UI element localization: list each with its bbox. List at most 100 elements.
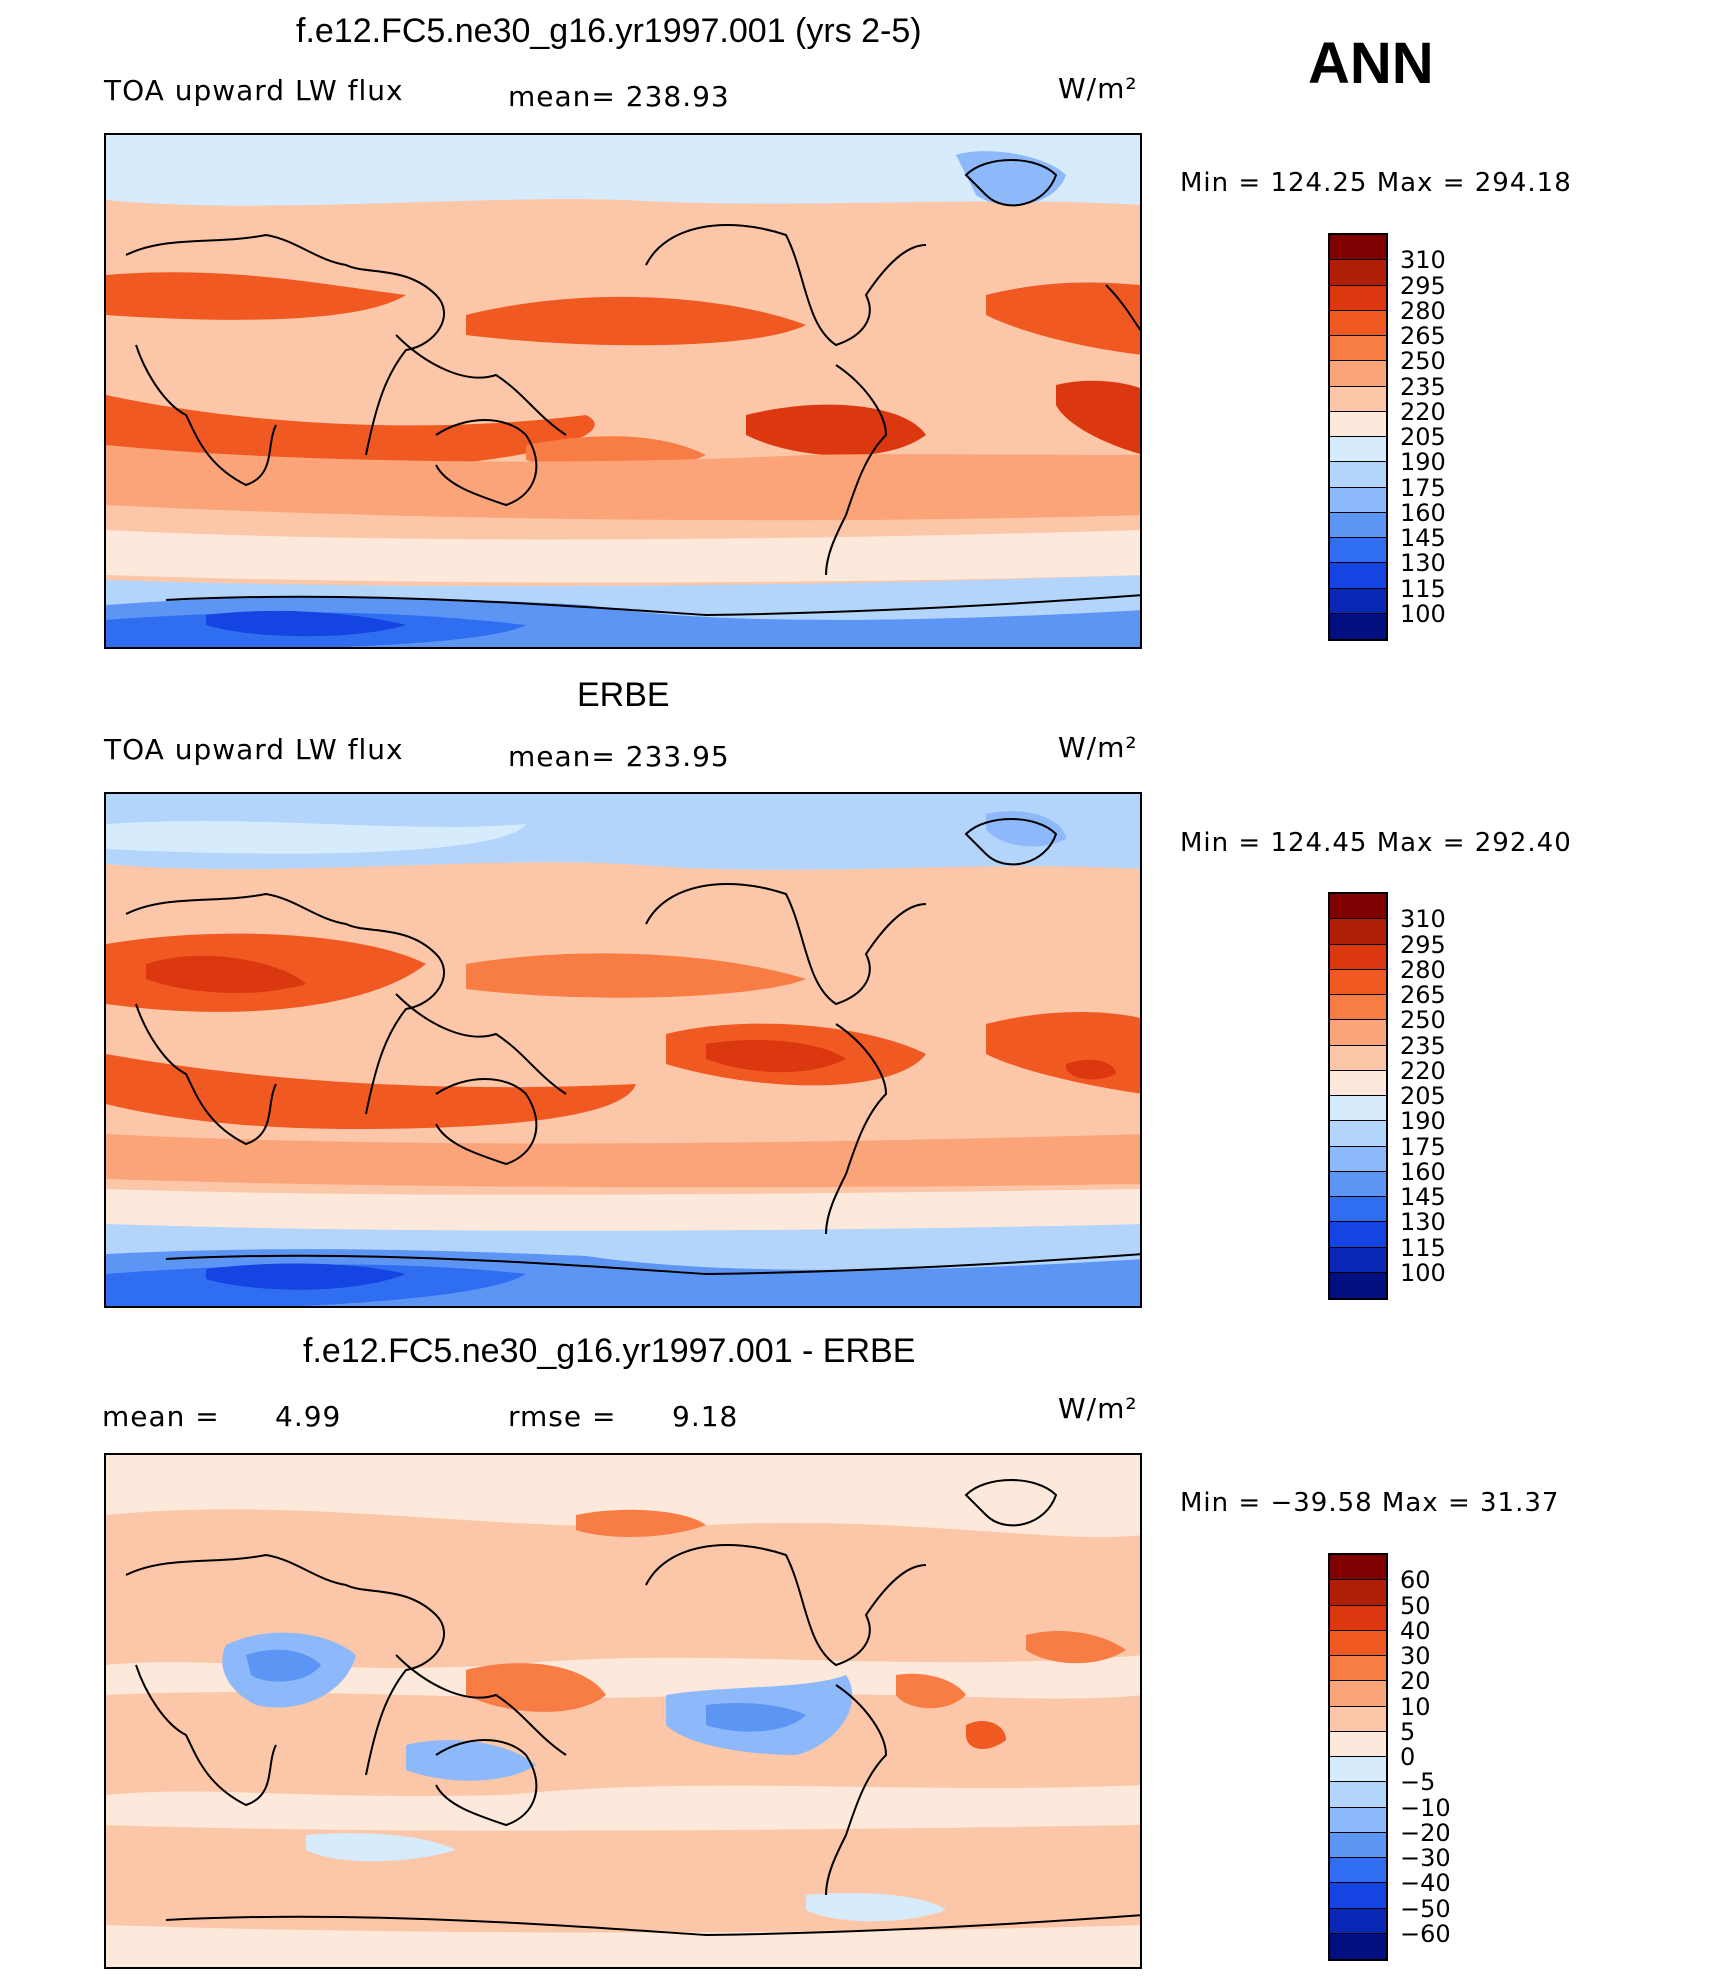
colorbar-swatch <box>1330 1605 1386 1631</box>
colorbar-tick-label: 5 <box>1400 1717 1416 1746</box>
colorbar-swatch <box>1330 613 1386 639</box>
colorbar-tick-label: 0 <box>1400 1743 1416 1771</box>
colorbar-swatch <box>1330 1020 1386 1046</box>
colorbar-tick-label: 265 <box>1400 322 1446 350</box>
colorbar-tick-label: 160 <box>1400 498 1446 527</box>
colorbar-tick-label: 310 <box>1400 905 1446 934</box>
panel1-minmax: Min = 124.25 Max = 294.18 <box>1180 168 1572 198</box>
colorbar-swatch <box>1330 969 1386 995</box>
colorbar-swatch <box>1330 944 1386 970</box>
colorbar-tick-label: 20 <box>1400 1667 1431 1696</box>
panel2-variable: TOA upward LW flux <box>104 733 404 766</box>
colorbar-swatch <box>1330 437 1386 463</box>
panel1-model-map <box>104 133 1142 649</box>
colorbar-tick-label: 40 <box>1400 1616 1431 1645</box>
panel2-mean: mean= 233.95 <box>508 740 730 773</box>
colorbar-swatch <box>1330 336 1386 362</box>
colorbar-swatch <box>1330 1171 1386 1197</box>
panel3-mean-value: 4.99 <box>275 1400 342 1433</box>
colorbar-swatch <box>1330 512 1386 538</box>
panel2-colorbar <box>1328 892 1388 1300</box>
colorbar-swatch <box>1330 538 1386 564</box>
colorbar-tick-label: 310 <box>1400 246 1446 275</box>
colorbar-tick-label: 220 <box>1400 397 1446 426</box>
colorbar-swatch <box>1330 487 1386 513</box>
colorbar-tick-label: 10 <box>1400 1692 1431 1721</box>
colorbar-tick-label: 220 <box>1400 1056 1446 1085</box>
colorbar-tick-label: 175 <box>1400 1132 1446 1161</box>
panel3-difference-map <box>104 1453 1142 1969</box>
colorbar-tick-label: 265 <box>1400 981 1446 1009</box>
colorbar-tick-label: −20 <box>1400 1818 1451 1847</box>
colorbar-tick-label: 60 <box>1400 1566 1431 1595</box>
colorbar-tick-label: −5 <box>1400 1768 1436 1797</box>
colorbar-tick-label: 160 <box>1400 1157 1446 1186</box>
panel2-erbe-map <box>104 792 1142 1308</box>
colorbar-swatch <box>1330 588 1386 614</box>
colorbar-tick-label: 130 <box>1400 1208 1446 1237</box>
colorbar-swatch <box>1330 1782 1386 1808</box>
colorbar-tick-label: 100 <box>1400 1258 1446 1287</box>
colorbar-tick-label: 250 <box>1400 1006 1446 1035</box>
colorbar-swatch <box>1330 386 1386 412</box>
colorbar-tick-label: 190 <box>1400 448 1446 477</box>
colorbar-tick-label: 205 <box>1400 1082 1446 1110</box>
colorbar-tick-label: 175 <box>1400 473 1446 502</box>
colorbar-tick-label: 100 <box>1400 599 1446 628</box>
panel2-title: ERBE <box>577 676 670 714</box>
colorbar-swatch <box>1330 1247 1386 1273</box>
colorbar-tick-label: −50 <box>1400 1894 1451 1923</box>
colorbar-tick-label: 130 <box>1400 549 1446 578</box>
colorbar-swatch <box>1330 1096 1386 1122</box>
colorbar-tick-label: 30 <box>1400 1642 1431 1670</box>
panel2-units: W/m² <box>1058 731 1138 764</box>
colorbar-swatch <box>1330 1858 1386 1884</box>
colorbar-swatch <box>1330 1731 1386 1757</box>
season-label: ANN <box>1308 31 1434 96</box>
colorbar-swatch <box>1330 1070 1386 1096</box>
colorbar-swatch <box>1330 563 1386 589</box>
panel1-colorbar <box>1328 233 1388 641</box>
panel3-units: W/m² <box>1058 1392 1138 1425</box>
colorbar-swatch <box>1330 235 1386 261</box>
panel2-minmax: Min = 124.45 Max = 292.40 <box>1180 828 1572 858</box>
panel1-mean: mean= 238.93 <box>508 80 730 113</box>
colorbar-swatch <box>1330 1933 1386 1959</box>
colorbar-swatch <box>1330 1656 1386 1682</box>
colorbar-tick-label: 145 <box>1400 1183 1446 1211</box>
panel3-rmse-value: 9.18 <box>672 1400 739 1433</box>
colorbar-tick-label: 205 <box>1400 423 1446 451</box>
colorbar-swatch <box>1330 1832 1386 1858</box>
panel3-title: f.e12.FC5.ne30_g16.yr1997.001 - ERBE <box>303 1332 916 1370</box>
colorbar-tick-label: 280 <box>1400 955 1446 984</box>
colorbar-swatch <box>1330 411 1386 437</box>
colorbar-swatch <box>1330 1121 1386 1147</box>
colorbar-swatch <box>1330 894 1386 920</box>
colorbar-tick-label: 115 <box>1400 1233 1446 1262</box>
colorbar-tick-label: −30 <box>1400 1844 1451 1872</box>
colorbar-swatch <box>1330 1580 1386 1606</box>
colorbar-swatch <box>1330 1045 1386 1071</box>
colorbar-swatch <box>1330 1555 1386 1581</box>
colorbar-tick-label: 235 <box>1400 1031 1446 1060</box>
panel3-minmax: Min = −39.58 Max = 31.37 <box>1180 1488 1560 1518</box>
colorbar-tick-label: −60 <box>1400 1919 1451 1948</box>
colorbar-swatch <box>1330 1908 1386 1934</box>
colorbar-tick-label: 280 <box>1400 296 1446 325</box>
colorbar-swatch <box>1330 1681 1386 1707</box>
colorbar-swatch <box>1330 1807 1386 1833</box>
colorbar-swatch <box>1330 995 1386 1021</box>
colorbar-tick-label: 235 <box>1400 372 1446 401</box>
panel1-units: W/m² <box>1058 72 1138 105</box>
panel3-rmse-label: rmse = <box>508 1400 617 1433</box>
colorbar-swatch <box>1330 1757 1386 1783</box>
colorbar-swatch <box>1330 361 1386 387</box>
colorbar-tick-label: 145 <box>1400 524 1446 552</box>
panel1-title: f.e12.FC5.ne30_g16.yr1997.001 (yrs 2-5) <box>296 12 922 50</box>
colorbar-swatch <box>1330 1883 1386 1909</box>
colorbar-tick-label: 295 <box>1400 930 1446 959</box>
panel1-variable: TOA upward LW flux <box>104 74 404 107</box>
colorbar-swatch <box>1330 285 1386 311</box>
colorbar-swatch <box>1330 1272 1386 1298</box>
colorbar-tick-label: −40 <box>1400 1869 1451 1898</box>
